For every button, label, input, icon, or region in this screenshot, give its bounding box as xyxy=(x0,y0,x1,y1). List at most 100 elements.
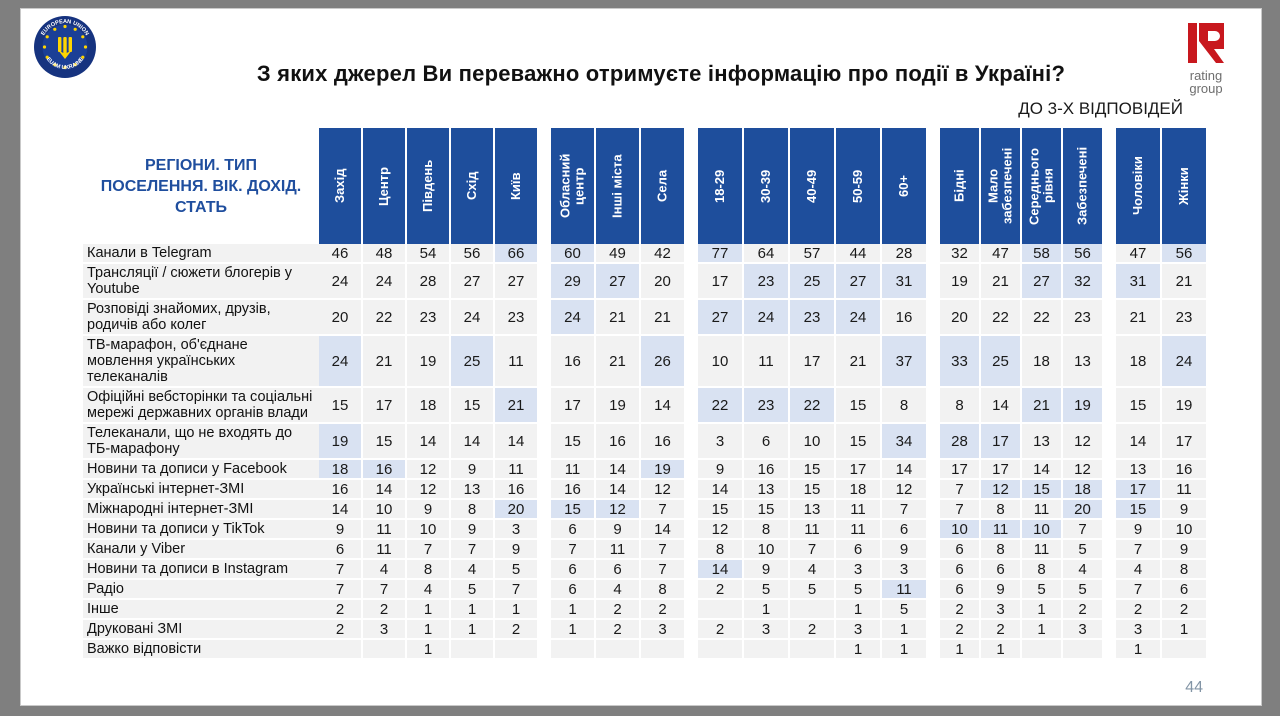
value-cell: 7 xyxy=(940,480,981,500)
value-cell: 3 xyxy=(363,620,407,640)
value-cell: 22 xyxy=(981,300,1022,336)
row-label: Друковані ЗМІ xyxy=(83,620,319,640)
value-cell: 21 xyxy=(596,336,641,388)
value-cell: 12 xyxy=(596,500,641,520)
value-cell xyxy=(1022,640,1063,660)
value-cell: 11 xyxy=(363,540,407,560)
value-cell xyxy=(596,640,641,660)
column-group-gap xyxy=(686,300,698,336)
page-number: 44 xyxy=(1185,679,1203,696)
value-cell: 31 xyxy=(1116,264,1162,300)
value-cell: 22 xyxy=(363,300,407,336)
value-cell: 20 xyxy=(1063,500,1104,520)
value-cell: 6 xyxy=(551,580,596,600)
value-cell: 1 xyxy=(551,620,596,640)
column-group-gap xyxy=(1104,264,1116,300)
value-cell: 27 xyxy=(495,264,539,300)
row-label: Канали в Telegram xyxy=(83,244,319,264)
value-cell: 9 xyxy=(981,580,1022,600)
value-cell: 11 xyxy=(495,460,539,480)
value-cell: 6 xyxy=(940,580,981,600)
column-header-regions: Схід xyxy=(451,128,495,244)
row-label: Трансляції / сюжети блогерів у Youtube xyxy=(83,264,319,300)
value-cell: 10 xyxy=(363,500,407,520)
value-cell: 11 xyxy=(1162,480,1208,500)
column-header-settlement-type: Села xyxy=(641,128,686,244)
value-cell: 18 xyxy=(1063,480,1104,500)
value-cell: 14 xyxy=(981,388,1022,424)
value-cell: 64 xyxy=(744,244,790,264)
value-cell: 8 xyxy=(1022,560,1063,580)
column-group-gap xyxy=(539,500,551,520)
value-cell: 2 xyxy=(1162,600,1208,620)
row-label: Українські інтернет-ЗМІ xyxy=(83,480,319,500)
column-group-gap xyxy=(1104,620,1116,640)
column-header-regions: Київ xyxy=(495,128,539,244)
value-cell: 1 xyxy=(744,600,790,620)
value-cell: 8 xyxy=(1162,560,1208,580)
value-cell: 13 xyxy=(744,480,790,500)
value-cell: 56 xyxy=(1162,244,1208,264)
column-group-gap xyxy=(1104,600,1116,620)
value-cell: 54 xyxy=(407,244,451,264)
rating-text-1: rating xyxy=(1189,68,1223,83)
value-cell: 22 xyxy=(790,388,836,424)
value-cell: 21 xyxy=(363,336,407,388)
value-cell: 17 xyxy=(363,388,407,424)
value-cell: 10 xyxy=(1162,520,1208,540)
value-cell: 2 xyxy=(319,600,363,620)
value-cell: 7 xyxy=(551,540,596,560)
row-label: Новини та дописи в Instagram xyxy=(83,560,319,580)
value-cell: 9 xyxy=(319,520,363,540)
row-label: Важко відповісти xyxy=(83,640,319,660)
column-group-gap xyxy=(928,264,940,300)
column-header-income: Середнього рівня xyxy=(1022,128,1063,244)
value-cell: 13 xyxy=(1116,460,1162,480)
value-cell: 3 xyxy=(836,560,882,580)
column-group-gap xyxy=(1104,640,1116,660)
column-group-gap xyxy=(928,500,940,520)
value-cell: 6 xyxy=(744,424,790,460)
value-cell: 15 xyxy=(836,388,882,424)
value-cell: 6 xyxy=(1162,580,1208,600)
value-cell: 16 xyxy=(363,460,407,480)
value-cell: 6 xyxy=(882,520,928,540)
column-group-gap xyxy=(686,540,698,560)
value-cell: 8 xyxy=(981,500,1022,520)
value-cell: 1 xyxy=(836,600,882,620)
value-cell: 4 xyxy=(596,580,641,600)
value-cell: 19 xyxy=(596,388,641,424)
value-cell: 21 xyxy=(596,300,641,336)
page-title: З яких джерел Ви переважно отримуєте інф… xyxy=(256,61,1066,86)
value-cell: 23 xyxy=(1063,300,1104,336)
column-group-gap xyxy=(1104,560,1116,580)
value-cell: 26 xyxy=(641,336,686,388)
column-group-gap xyxy=(686,520,698,540)
value-cell: 14 xyxy=(1022,460,1063,480)
value-cell: 22 xyxy=(1022,300,1063,336)
value-cell: 21 xyxy=(1022,388,1063,424)
value-cell: 10 xyxy=(940,520,981,540)
column-header-regions: Захід xyxy=(319,128,363,244)
value-cell: 8 xyxy=(641,580,686,600)
value-cell: 19 xyxy=(1162,388,1208,424)
value-cell: 49 xyxy=(596,244,641,264)
value-cell: 11 xyxy=(1022,500,1063,520)
column-group-gap xyxy=(539,620,551,640)
column-group-gap xyxy=(1104,244,1116,264)
value-cell: 1 xyxy=(407,620,451,640)
value-cell: 15 xyxy=(319,388,363,424)
column-group-gap xyxy=(1104,520,1116,540)
column-header-income: Забезпечені xyxy=(1063,128,1104,244)
value-cell: 9 xyxy=(495,540,539,560)
value-cell: 7 xyxy=(940,500,981,520)
value-cell: 1 xyxy=(1162,620,1208,640)
value-cell: 6 xyxy=(940,540,981,560)
column-header-regions: Південь xyxy=(407,128,451,244)
row-label: Інше xyxy=(83,600,319,620)
value-cell: 32 xyxy=(1063,264,1104,300)
value-cell: 9 xyxy=(451,460,495,480)
row-label: Новини та дописи у Facebook xyxy=(83,460,319,480)
value-cell: 25 xyxy=(981,336,1022,388)
value-cell: 20 xyxy=(940,300,981,336)
